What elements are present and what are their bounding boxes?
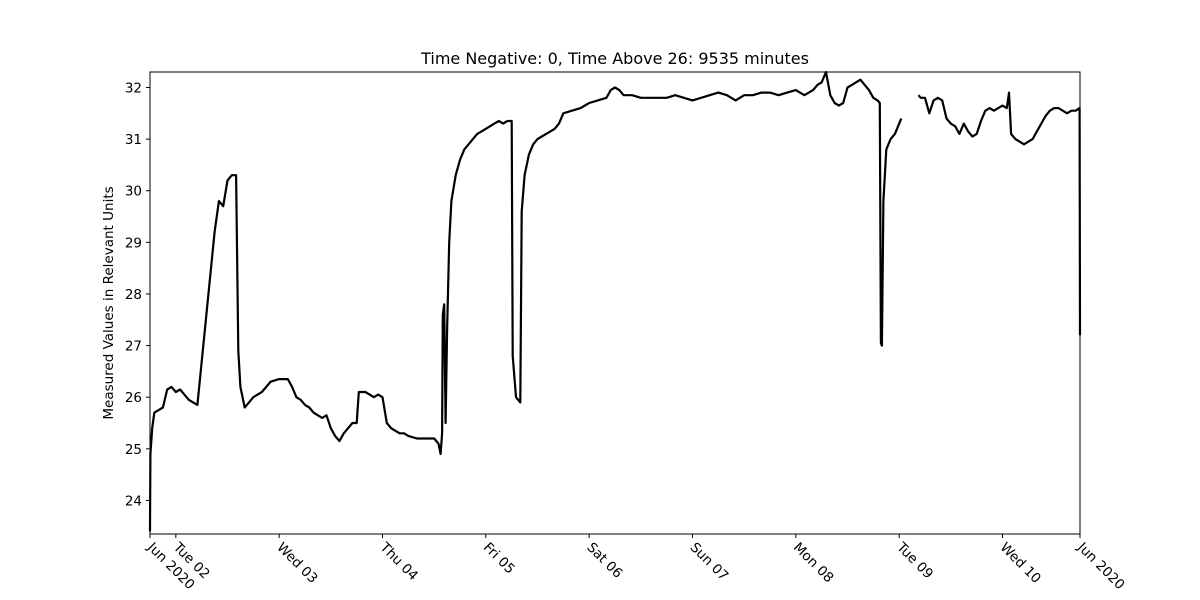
y-tick-label: 26	[125, 390, 142, 406]
y-tick-label: 30	[125, 184, 142, 200]
y-tick-label: 25	[125, 442, 142, 458]
series-line-segment	[148, 70, 903, 532]
y-axis-label: Measured Values in Relevant Units	[101, 186, 117, 419]
y-tick-label: 31	[125, 132, 142, 148]
plot-frame	[149, 71, 1081, 535]
y-tick-label: 24	[125, 493, 142, 509]
y-tick-label: 29	[125, 235, 142, 251]
y-tick-label: 28	[125, 287, 142, 303]
y-tick-label: 27	[125, 339, 142, 355]
series-line-segment	[917, 91, 1082, 336]
y-tick-label: 32	[125, 80, 142, 96]
plot-lines	[148, 70, 1082, 532]
chart-title: Time Negative: 0, Time Above 26: 9535 mi…	[420, 49, 809, 68]
y-axis: 24 25 26 27 28 29 30 31 32	[125, 80, 150, 509]
